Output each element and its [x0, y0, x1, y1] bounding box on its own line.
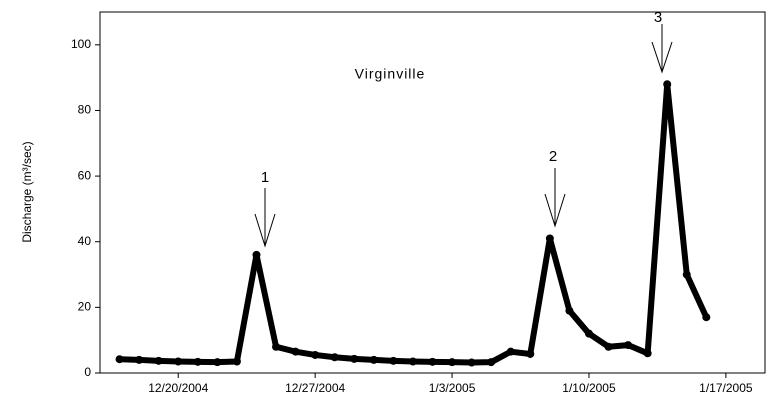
data-point	[506, 347, 515, 356]
data-point	[174, 357, 183, 366]
series-line	[116, 81, 710, 366]
data-point	[584, 329, 593, 338]
data-point	[252, 250, 261, 259]
x-tick-label: 1/10/2005	[562, 381, 616, 395]
x-tick-label: 1/17/2005	[699, 381, 753, 395]
data-point	[193, 357, 202, 366]
y-axis-label: Discharge (m³/sec)	[20, 141, 34, 242]
data-point	[154, 356, 163, 365]
annotation: 2	[549, 148, 557, 165]
data-point	[565, 306, 574, 315]
data-point	[643, 349, 652, 358]
arrow-head	[544, 193, 566, 228]
data-point	[389, 356, 398, 365]
annotation: 3	[654, 9, 662, 26]
y-tick-label: 60	[78, 168, 92, 182]
x-tick-label: 12/27/2004	[285, 381, 345, 395]
data-point	[115, 355, 124, 364]
data-point	[350, 354, 359, 363]
data-point	[311, 350, 320, 359]
data-point	[408, 357, 417, 366]
arrows	[254, 24, 673, 248]
y-tick-label: 0	[84, 365, 91, 379]
data-point	[467, 358, 476, 367]
data-point	[663, 80, 672, 89]
data-point	[624, 341, 633, 350]
arrow-head	[254, 213, 276, 248]
annotation: 1	[261, 169, 269, 186]
data-point	[448, 358, 457, 367]
data-point	[682, 270, 691, 279]
y-tick-label: 40	[78, 234, 92, 248]
data-point	[272, 342, 281, 351]
data-point	[545, 234, 554, 243]
data-point	[213, 358, 222, 367]
data-point	[232, 357, 241, 366]
data-point	[428, 357, 437, 366]
y-tick-label: 100	[71, 37, 91, 51]
data-point	[526, 349, 535, 358]
arrow-head	[651, 41, 673, 74]
data-point	[604, 342, 613, 351]
y-tick-label: 80	[78, 103, 92, 117]
data-point	[135, 355, 144, 364]
data-point	[487, 358, 496, 367]
data-point	[330, 353, 339, 362]
x-tick-label: 1/3/2005	[429, 381, 476, 395]
chart-title: Virginville	[355, 66, 426, 82]
plot-frame	[99, 11, 766, 374]
data-point	[369, 355, 378, 364]
data-point	[291, 347, 300, 356]
y-tick-label: 20	[78, 300, 92, 314]
data-point	[702, 313, 711, 322]
x-tick-label: 12/20/2004	[148, 381, 208, 395]
